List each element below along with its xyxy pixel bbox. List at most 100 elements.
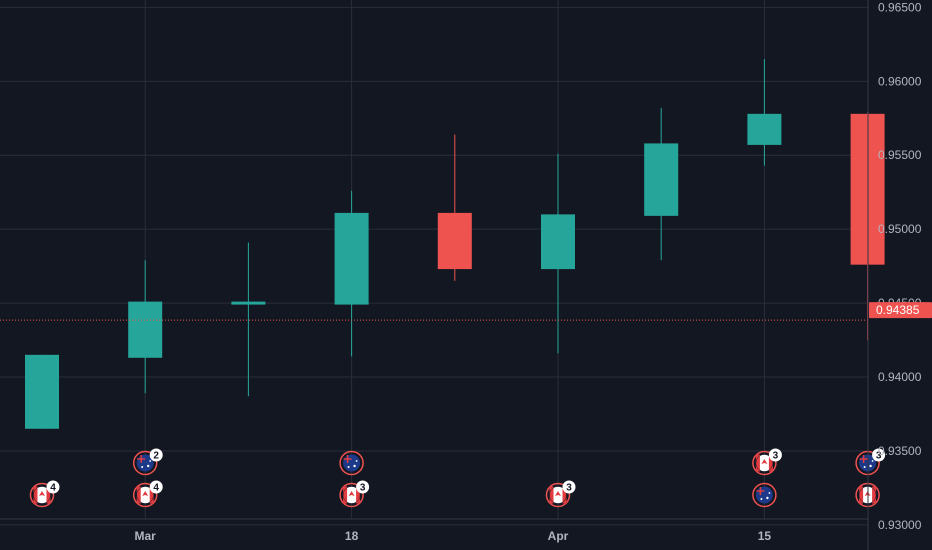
flag-star — [149, 460, 152, 462]
flag-band-right — [46, 486, 51, 504]
flag-band-left — [343, 486, 348, 504]
event-marker-ring — [752, 482, 777, 508]
price-tag-label: 0.94385 — [876, 303, 920, 317]
ca-flag-icon — [549, 486, 567, 504]
flag-star — [871, 460, 874, 462]
flag-star — [760, 498, 763, 500]
candle-body — [747, 113, 782, 145]
event-marker-ring — [339, 482, 364, 508]
flag-union — [756, 487, 765, 495]
flag-leaf — [761, 459, 768, 464]
event-marker-ring — [752, 450, 777, 476]
flag-leaf — [142, 491, 149, 496]
flag-outline — [549, 486, 567, 504]
flag-leaf — [39, 491, 45, 496]
candle-body — [644, 143, 679, 216]
event-marker — [339, 450, 364, 476]
event-marker: 3 — [339, 480, 370, 508]
event-marker: 3 — [752, 448, 782, 476]
ca-flag-icon — [755, 454, 774, 472]
flag-union — [343, 455, 352, 463]
event-count-badge — [149, 448, 163, 462]
flag-star — [347, 466, 350, 468]
candle-up — [25, 354, 59, 429]
flag-leaf — [555, 491, 561, 496]
candle-body — [231, 301, 266, 305]
event-count-label: 3 — [566, 483, 572, 494]
flag-outline — [342, 486, 361, 504]
candle-body — [541, 214, 575, 270]
event-count-label: 4 — [50, 483, 56, 494]
ca-flag-icon — [136, 486, 154, 504]
event-count-label: 3 — [773, 451, 779, 462]
candle-body — [334, 212, 369, 305]
event-marker-ring — [132, 450, 158, 476]
event-count-badge — [46, 480, 60, 494]
candle-up — [747, 59, 782, 166]
price-tick-label: 0.95500 — [878, 148, 922, 162]
time-tick-label: Apr — [548, 529, 569, 543]
event-marker: 3 — [545, 480, 576, 508]
event-marker: 4 — [132, 480, 163, 508]
flag-band-left — [136, 486, 141, 504]
price-tick-label: 0.93000 — [878, 518, 922, 532]
flag-star — [353, 464, 356, 468]
candle-body — [437, 212, 472, 270]
flag-star — [869, 464, 872, 468]
event-marker-ring — [545, 482, 571, 508]
flag-star — [355, 460, 358, 462]
au-flag-icon — [136, 454, 154, 472]
au-flag-icon — [343, 454, 361, 472]
event-marker-ring — [132, 482, 158, 508]
event-count-badge — [562, 480, 576, 494]
event-count-badge — [872, 448, 886, 462]
event-count-label: 2 — [153, 451, 159, 462]
candle-up — [128, 260, 163, 394]
event-marker — [752, 482, 777, 508]
flag-band-right — [872, 486, 877, 504]
event-marker: 4 — [29, 480, 60, 508]
flag-star — [766, 496, 769, 500]
event-count-badge — [149, 480, 163, 494]
event-count-label: 3 — [360, 483, 366, 494]
price-tag-bg — [869, 302, 932, 319]
flag-union — [859, 455, 868, 463]
flag-star — [768, 492, 771, 494]
flag-band-right — [149, 486, 154, 504]
flag-band-left — [33, 486, 38, 504]
flag-star — [147, 464, 150, 468]
candle-up — [644, 107, 679, 261]
flag-star — [863, 466, 866, 468]
event-count-badge — [356, 480, 370, 494]
event-count-badge — [768, 448, 782, 462]
time-tick-label: Mar — [135, 529, 157, 543]
ca-flag-icon — [342, 486, 361, 504]
price-tick-label: 0.94000 — [878, 370, 922, 384]
au-flag-icon — [755, 486, 773, 504]
flag-union — [137, 455, 146, 463]
flag-band-right — [356, 486, 361, 504]
price-tick-label: 0.96000 — [878, 74, 922, 88]
flag-band-left — [549, 486, 554, 504]
time-axis[interactable]: Mar18Apr15May20Jun17 — [135, 529, 932, 543]
event-marker-ring — [29, 482, 55, 508]
price-tick-label: 0.95000 — [878, 222, 922, 236]
flag-bg — [755, 486, 773, 504]
flag-outline — [755, 454, 774, 472]
event-count-label: 3 — [876, 451, 882, 462]
candle-up — [231, 242, 266, 397]
candle-up — [334, 190, 369, 357]
ca-flag-icon — [33, 486, 51, 504]
candle-body — [25, 354, 59, 429]
flag-outline — [136, 486, 154, 504]
flag-band-right — [768, 454, 773, 472]
flag-band-left — [859, 486, 864, 504]
current-price-tag: 0.94385 — [869, 302, 932, 319]
price-axis[interactable]: 0.965000.960000.955000.950000.945000.940… — [878, 0, 922, 531]
price-tick-label: 0.93500 — [878, 444, 922, 458]
candle-down — [437, 134, 472, 281]
candle-body — [128, 301, 163, 358]
flag-outline — [33, 486, 51, 504]
